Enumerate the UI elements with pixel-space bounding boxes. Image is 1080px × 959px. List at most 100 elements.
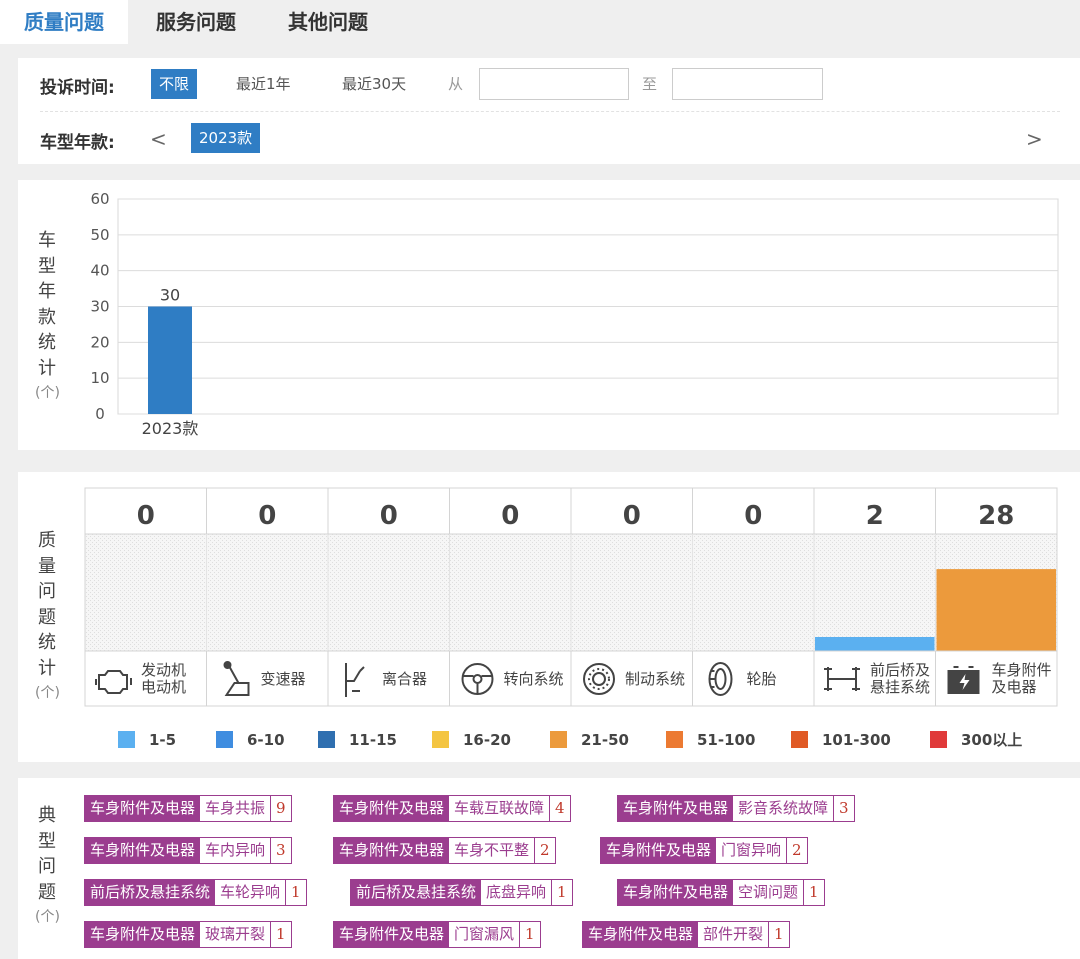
tag-category: 车身附件及电器 [334, 922, 450, 947]
model-year-bar-chart: 0 10 20 30 40 50 60 30 2023款 [90, 190, 1059, 438]
tag-count: 4 [555, 799, 565, 817]
bar [936, 569, 1056, 651]
category-count: 0 [380, 501, 398, 531]
typical-issue-tag[interactable]: 前后桥及悬挂系统 车轮异响 1 [84, 879, 307, 906]
tab-service-issues[interactable]: 服务问题 [156, 10, 236, 34]
ylabel-char: 计 [38, 657, 56, 679]
tag-category: 车身附件及电器 [618, 796, 734, 821]
tag-count: 2 [792, 841, 802, 859]
y-tick-label: 60 [90, 190, 109, 208]
to-label: 至 [642, 75, 658, 93]
time-option-last-30-days[interactable]: 最近30天 [342, 75, 407, 93]
complaint-time-label: 投诉时间: [40, 78, 115, 98]
next-year-arrow[interactable]: > [1026, 127, 1043, 151]
tag-issue: 车内异响 [200, 838, 272, 863]
x-tick-label: 2023款 [142, 419, 199, 438]
tab-other-issues[interactable]: 其他问题 [288, 10, 368, 34]
legend-item: 11-15 [318, 730, 397, 750]
legend-swatch [216, 731, 233, 748]
typical-issues-panel: 典 型 问 题 (个) 车身附件及电器 车身共振 9 车身附件及电器 车载互联故障 4 车身… [18, 778, 1080, 959]
year-chart-ylabel: 车 型 年 款 统 计 (个) [35, 228, 60, 407]
time-option-unlimited[interactable]: 不限 [151, 69, 198, 99]
ylabel-char: 质 [38, 530, 56, 551]
typical-issue-tag[interactable]: 车身附件及电器 空调问题 1 [617, 879, 825, 906]
typical-issue-tag[interactable]: 车身附件及电器 部件开裂 1 [582, 921, 790, 948]
legend-label: 300以上 [961, 731, 1023, 749]
category-label: 制动系统 [625, 670, 685, 688]
typical-issue-tag[interactable]: 车身附件及电器 车身共振 9 [84, 795, 292, 822]
ylabel-char: 型 [38, 830, 56, 852]
y-tick-label: 50 [90, 226, 109, 244]
legend-item: 1-5 [118, 730, 176, 750]
y-tick-label: 40 [90, 262, 109, 280]
prev-year-arrow[interactable]: < [150, 127, 167, 151]
legend-item: 51-100 [666, 730, 755, 750]
model-year-chart-panel: 车 型 年 款 统 计 (个) 0 10 20 30 40 50 60 30 2023款 [18, 180, 1080, 450]
tag-issue: 门窗漏风 [449, 922, 521, 947]
tag-issue: 底盘异响 [481, 880, 553, 905]
tag-category: 前后桥及悬挂系统 [351, 880, 482, 905]
tag-issue: 门窗异响 [716, 838, 788, 863]
tag-count: 1 [774, 925, 784, 943]
time-option-last-year[interactable]: 最近1年 [236, 75, 291, 93]
typical-issue-tag[interactable]: 车身附件及电器 门窗漏风 1 [333, 921, 541, 948]
category-count: 0 [623, 501, 641, 531]
tag-category: 车身附件及电器 [85, 922, 201, 947]
legend-swatch [791, 731, 808, 748]
legend-swatch [550, 731, 567, 748]
quality-chart-panel: 质 量 问 题 统 计 (个) 0 发动机 电动机 0 变速器 0 离合器 0 转向系统 0 制动系… [18, 472, 1080, 762]
tag-issue: 影音系统故障 [733, 796, 835, 821]
typical-issue-tag[interactable]: 车身附件及电器 影音系统故障 3 [617, 795, 855, 822]
typical-issue-tag[interactable]: 车身附件及电器 玻璃开裂 1 [84, 921, 292, 948]
ylabel-char: 问 [38, 856, 56, 877]
tag-issue: 空调问题 [733, 880, 805, 905]
tag-count: 3 [276, 841, 286, 859]
model-year-2023[interactable]: 2023款 [191, 123, 261, 153]
legend-item: 21-50 [550, 730, 629, 750]
bar [148, 306, 192, 414]
tag-category: 车身附件及电器 [583, 922, 699, 947]
category-label: 悬挂系统 [870, 678, 930, 696]
typical-issue-tag[interactable]: 前后桥及悬挂系统 底盘异响 1 [350, 879, 573, 906]
tag-issue: 玻璃开裂 [200, 922, 272, 947]
category-count: 0 [258, 501, 276, 531]
ylabel-char: 型 [38, 255, 56, 277]
tag-count: 9 [276, 799, 286, 817]
ylabel-char: 计 [38, 357, 56, 379]
category-count: 28 [978, 501, 1014, 531]
category-count: 2 [866, 501, 884, 531]
category-count: 0 [501, 501, 519, 531]
tab-quality-issues[interactable]: 质量问题 [0, 0, 128, 44]
ylabel-unit: (个) [35, 909, 60, 925]
brake-disc-icon [583, 663, 615, 695]
legend-swatch [318, 731, 335, 748]
typical-issue-tag[interactable]: 车身附件及电器 门窗异响 2 [600, 837, 808, 864]
tag-issue: 车身不平整 [449, 838, 536, 863]
engine-icon [95, 670, 132, 694]
date-to-input[interactable] [672, 68, 823, 100]
typical-issue-tag[interactable]: 车身附件及电器 车身不平整 2 [333, 837, 556, 864]
legend-label: 21-50 [581, 731, 629, 749]
steering-wheel-icon [461, 663, 494, 695]
data-label: 30 [160, 286, 180, 305]
tag-issue: 车轮异响 [215, 880, 287, 905]
ylabel-char: 问 [38, 581, 56, 602]
ylabel-char: 统 [38, 632, 56, 653]
legend-item: 6-10 [216, 730, 285, 750]
tag-category: 车身附件及电器 [334, 796, 450, 821]
legend-item: 300以上 [930, 730, 1022, 750]
date-from-input[interactable] [479, 68, 629, 100]
ylabel-char: 典 [38, 805, 56, 826]
tag-count: 1 [276, 925, 286, 943]
tag-count: 1 [525, 925, 535, 943]
from-label: 从 [448, 75, 464, 93]
typical-issue-tag[interactable]: 车身附件及电器 车载互联故障 4 [333, 795, 571, 822]
typical-issue-tag[interactable]: 车身附件及电器 车内异响 3 [84, 837, 292, 864]
legend-swatch [666, 731, 683, 748]
tag-category: 车身附件及电器 [85, 796, 201, 821]
tag-count: 2 [540, 841, 550, 859]
ylabel-char: 题 [38, 881, 56, 903]
category-label: 发动机 [141, 661, 186, 679]
model-year-label: 车型年款: [40, 133, 115, 153]
